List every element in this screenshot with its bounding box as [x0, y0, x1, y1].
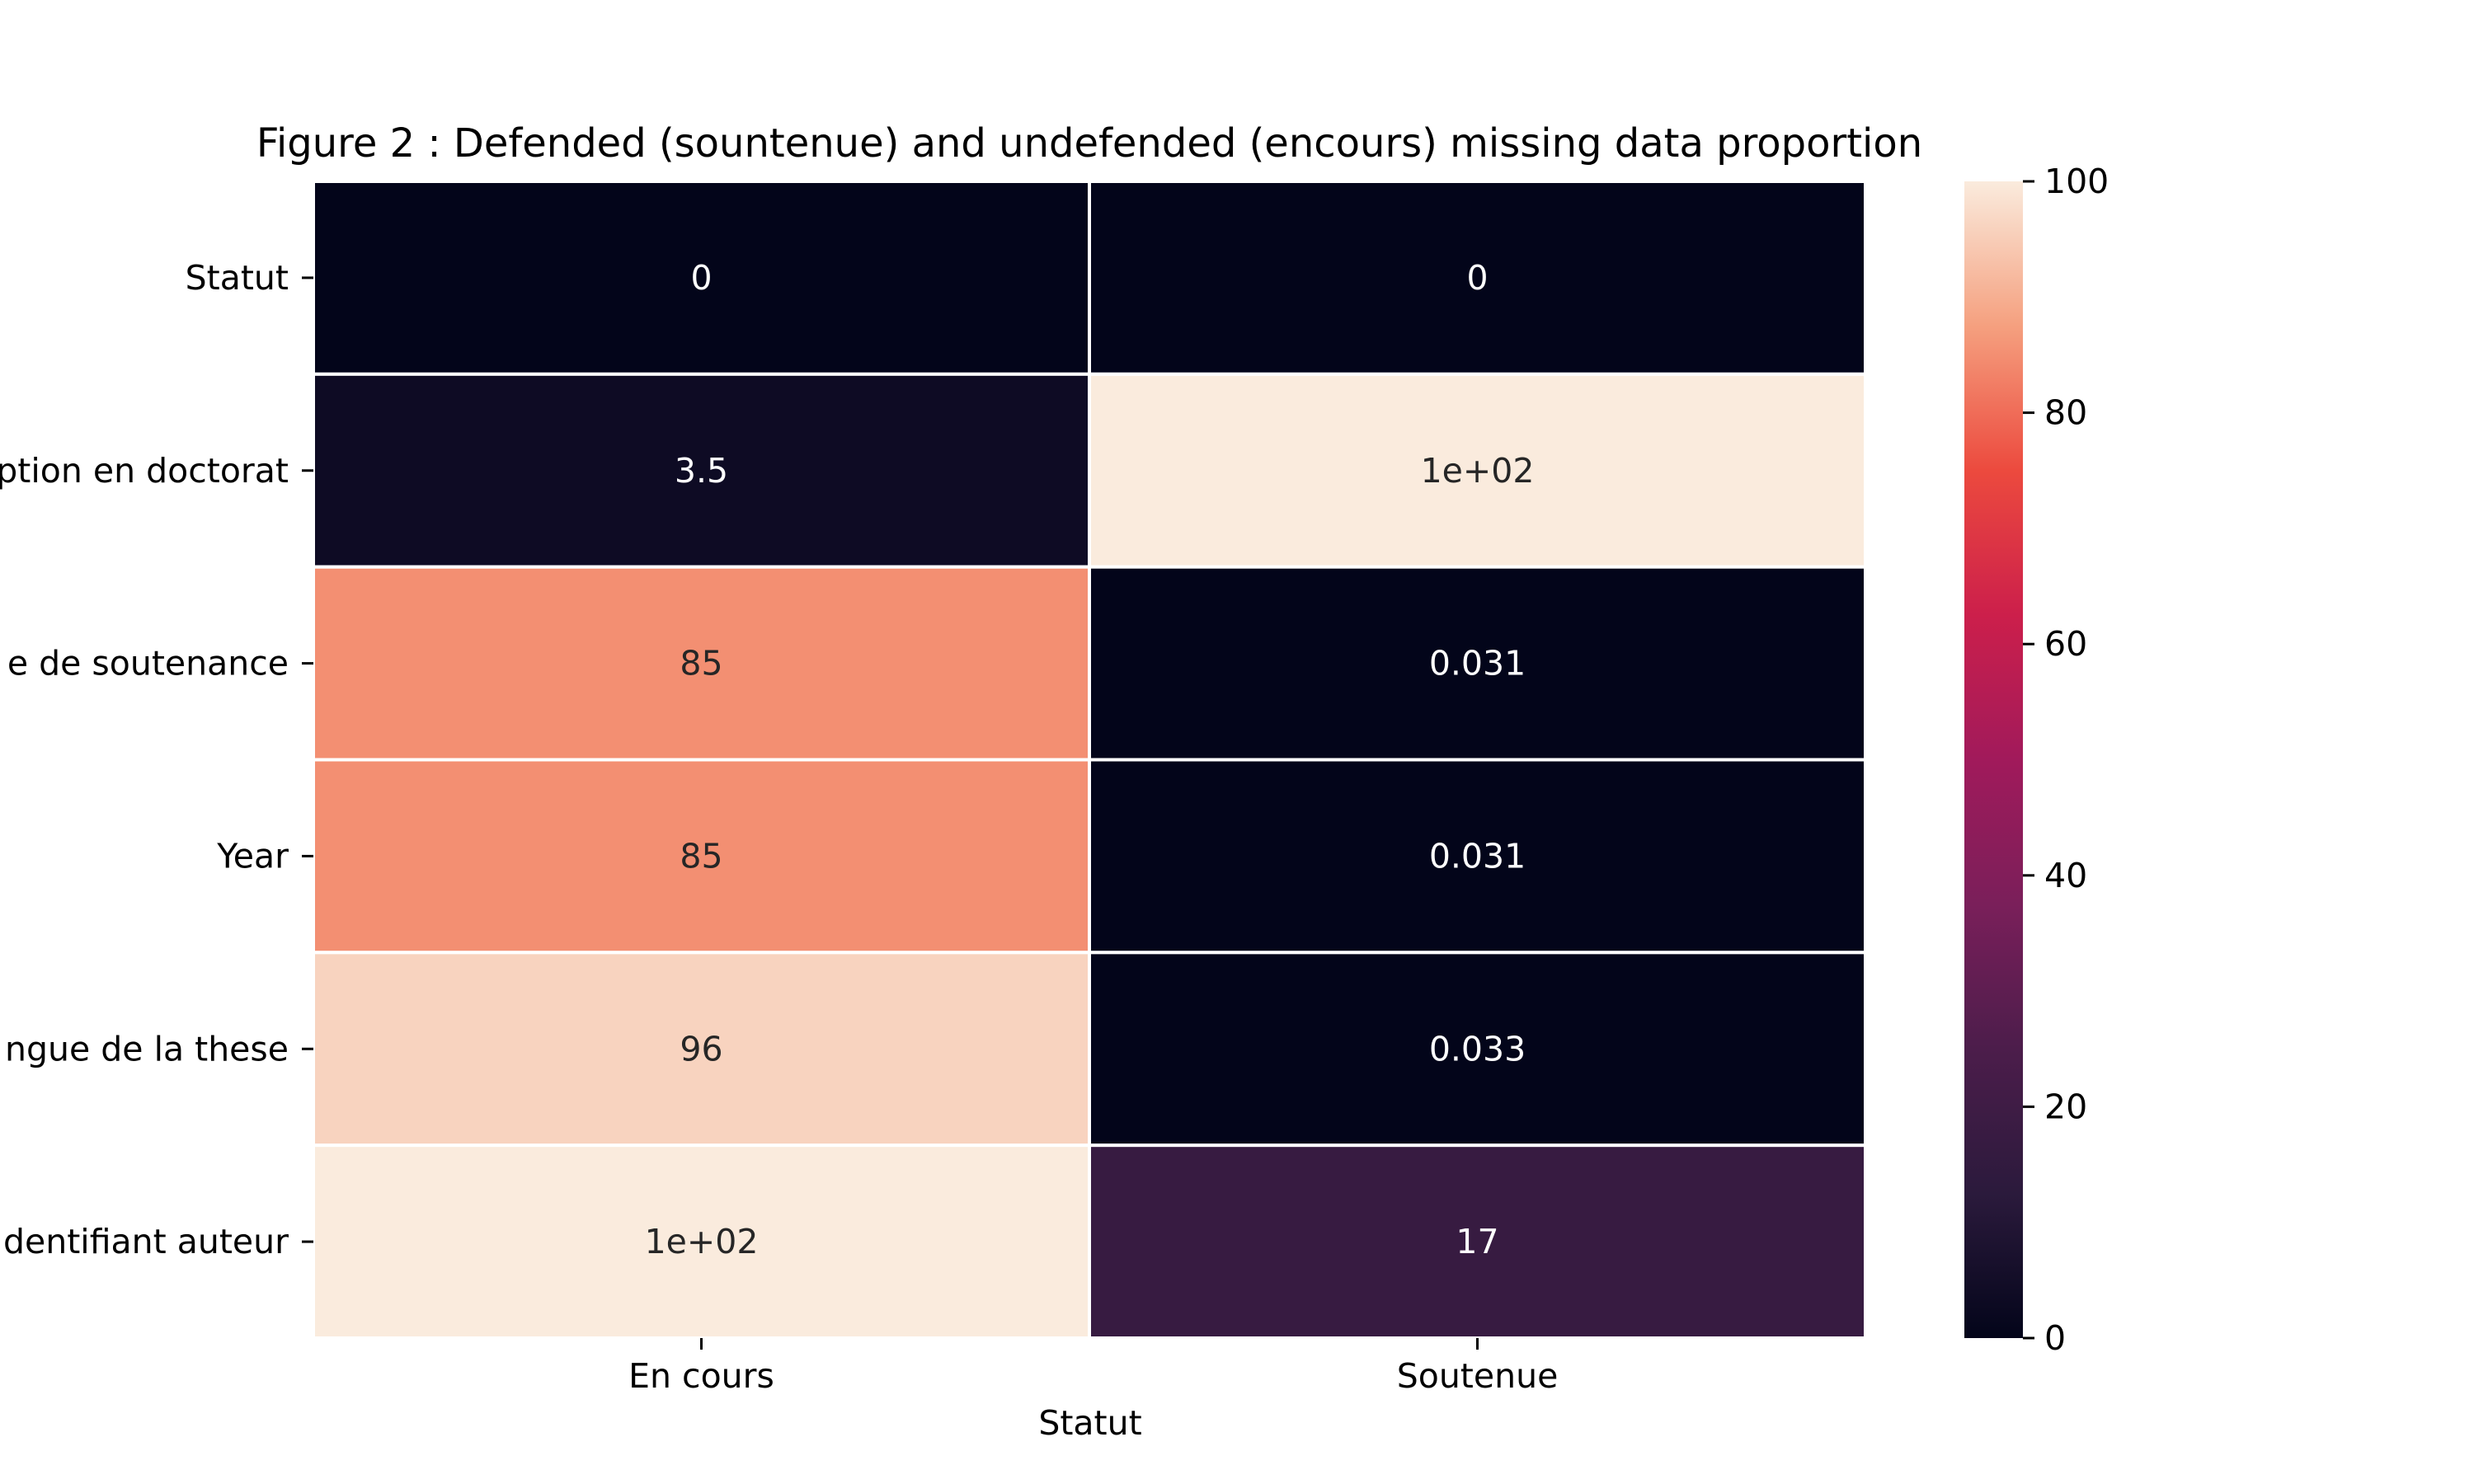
cell-annotation: 85 [680, 644, 722, 683]
colorbar-tick-label: 40 [2044, 856, 2087, 895]
colorbar-tick-label: 80 [2044, 393, 2087, 433]
y-axis-ticks: Statut ption en doctorat e de soutenance Ye… [0, 258, 313, 1261]
colorbar-tick-label: 100 [2044, 162, 2109, 201]
heatmap-cell [1088, 951, 1867, 1148]
cell-annotation: 0.031 [1429, 644, 1526, 683]
x-axis-ticks: En cours Soutenue [628, 1338, 1558, 1396]
cell-annotation: 3.5 [675, 451, 728, 491]
heatmap-cell [1088, 1144, 1867, 1340]
heatmap-cell [1088, 758, 1867, 955]
colorbar: 0 20 40 60 80 100 [1964, 162, 2109, 1358]
cell-annotation: 0.031 [1429, 836, 1526, 876]
y-tick-label: e de soutenance [7, 644, 289, 683]
colorbar-tick-label: 0 [2044, 1318, 2066, 1358]
colorbar-tick-label: 20 [2044, 1087, 2087, 1126]
y-tick-label: Statut [186, 258, 289, 298]
cell-annotation: 96 [680, 1029, 722, 1068]
heatmap-cells: 0 0 3.5 1e+02 85 0.031 85 0.031 96 0.033 1e+02 17 [312, 180, 1867, 1340]
y-tick-label: dentifiant auteur [3, 1222, 289, 1261]
cell-annotation: 17 [1456, 1222, 1498, 1261]
colorbar-tick-label: 60 [2044, 624, 2087, 664]
heatmap-cell [312, 180, 1091, 376]
y-tick-label: Year [216, 836, 289, 876]
y-tick-label: ngue de la these [5, 1029, 289, 1068]
cell-annotation: 0 [1466, 258, 1488, 298]
cell-annotation: 0.033 [1429, 1029, 1526, 1068]
chart-title: Figure 2 : Defended (sountenue) and unde… [256, 120, 1922, 167]
heatmap-cell [1088, 372, 1867, 569]
y-tick-label: ption en doctorat [0, 451, 289, 491]
cell-annotation: 85 [680, 836, 722, 876]
colorbar-gradient [1964, 181, 2023, 1338]
x-tick-label: Soutenue [1397, 1356, 1559, 1396]
x-axis-label: Statut [1038, 1403, 1141, 1443]
cell-annotation: 0 [690, 258, 712, 298]
heatmap-cell [1088, 565, 1867, 762]
x-tick-label: En cours [628, 1356, 774, 1396]
cell-annotation: 1e+02 [1421, 451, 1535, 491]
heatmap-cell [1088, 180, 1867, 376]
heatmap-cell [312, 565, 1091, 762]
heatmap-cell [312, 372, 1091, 569]
cell-annotation: 1e+02 [645, 1222, 759, 1261]
